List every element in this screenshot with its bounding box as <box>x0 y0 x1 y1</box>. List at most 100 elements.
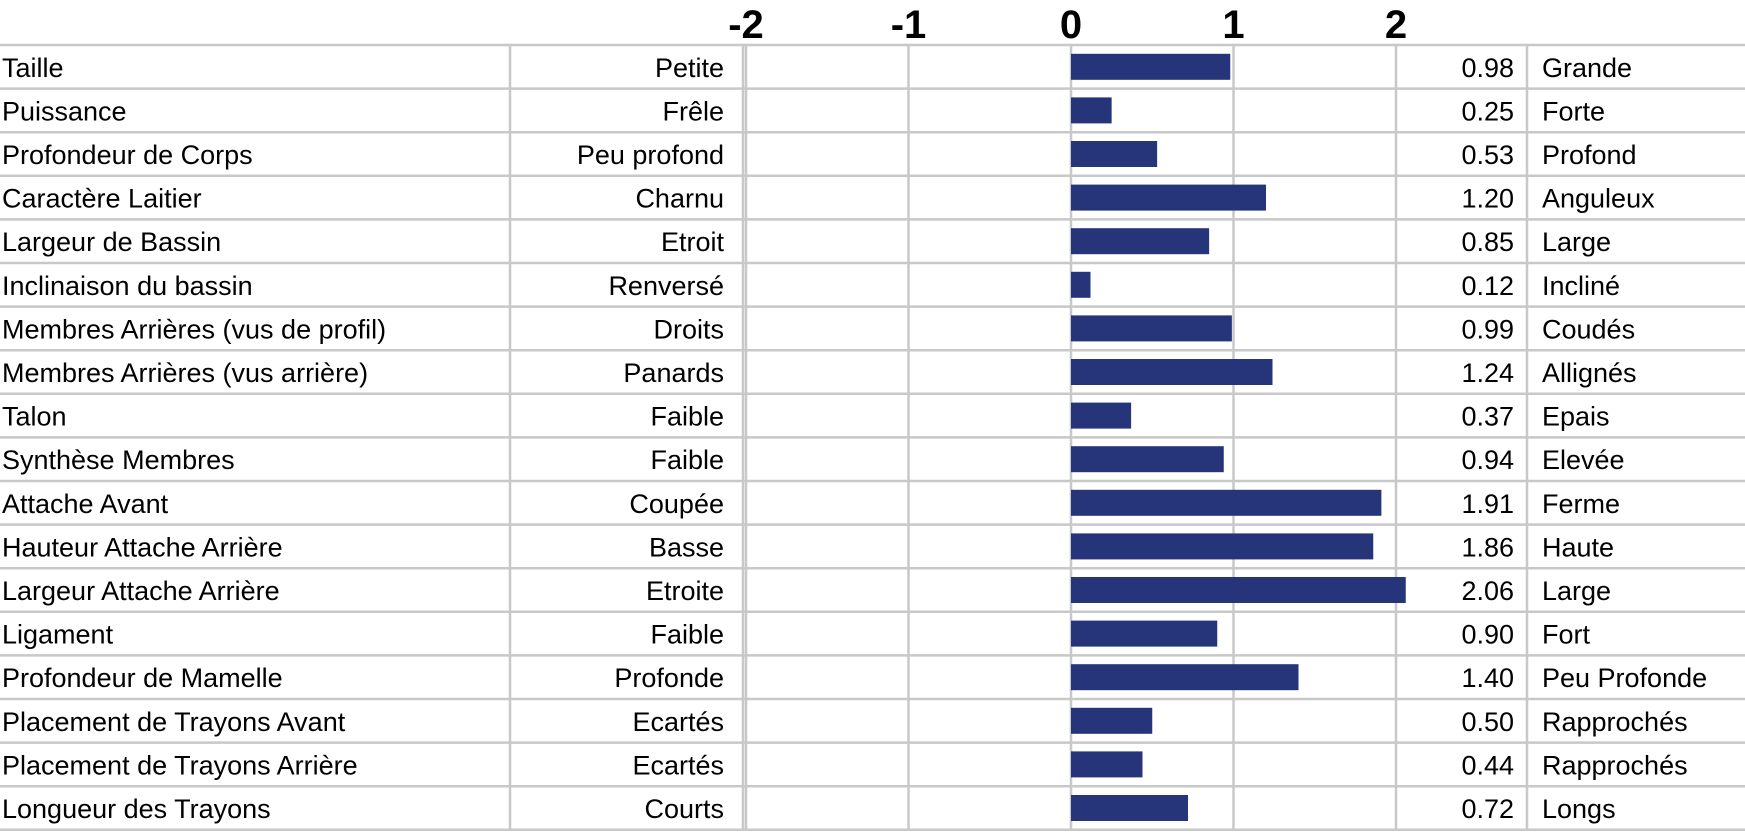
high-descriptor: Fort <box>1542 620 1591 650</box>
low-descriptor: Courts <box>644 794 724 824</box>
table-row: Puissance Frêle 0.25 Forte <box>2 96 1605 126</box>
bar <box>1071 315 1232 342</box>
trait-label: Profondeur de Corps <box>2 140 253 170</box>
bar <box>1071 533 1374 560</box>
table-row: Synthèse Membres Faible 0.94 Elevée <box>2 445 1625 475</box>
low-descriptor: Charnu <box>635 184 724 214</box>
bar <box>1071 577 1406 603</box>
value-label: 0.98 <box>1461 53 1514 83</box>
low-descriptor: Petite <box>655 53 724 83</box>
bar <box>1071 795 1188 821</box>
high-descriptor: Elevée <box>1542 445 1625 475</box>
tick-label: -1 <box>891 3 927 47</box>
bar <box>1071 620 1218 647</box>
table-row: Membres Arrières (vus de profil) Droits 0.… <box>2 314 1635 344</box>
high-descriptor: Peu Profonde <box>1542 663 1707 693</box>
high-descriptor: Profond <box>1542 140 1637 170</box>
trait-label: Largeur de Bassin <box>2 227 221 257</box>
value-label: 1.40 <box>1461 663 1514 693</box>
value-label: 0.37 <box>1461 402 1514 432</box>
bar <box>1071 53 1231 80</box>
low-descriptor: Peu profond <box>577 140 724 170</box>
low-descriptor: Basse <box>649 532 724 562</box>
trait-label: Inclinaison du bassin <box>2 271 253 301</box>
x-axis-tick-labels: -2 -1 0 1 2 <box>728 3 1407 47</box>
low-descriptor: Faible <box>650 445 724 475</box>
trait-label: Synthèse Membres <box>2 445 235 475</box>
value-label: 1.86 <box>1461 532 1514 562</box>
value-label: 0.85 <box>1461 227 1514 257</box>
table-row: Inclinaison du bassin Renversé 0.12 Incliné <box>2 271 1620 301</box>
bar <box>1071 271 1091 298</box>
low-descriptor: Droits <box>653 314 724 344</box>
table-row: Largeur Attache Arrière Etroite 2.06 Large <box>2 576 1611 606</box>
low-descriptor: Etroite <box>646 576 724 606</box>
table-row: Talon Faible 0.37 Epais <box>2 402 1610 432</box>
table-row: Largeur de Bassin Etroit 0.85 Large <box>2 227 1611 257</box>
low-descriptor: Frêle <box>662 96 724 126</box>
table-row: Placement de Trayons Arrière Ecartés 0.44 R… <box>2 750 1688 780</box>
trait-label: Attache Avant <box>2 489 169 519</box>
table-row: Attache Avant Coupée 1.91 Ferme <box>2 489 1620 519</box>
bar <box>1071 446 1224 473</box>
trait-label: Placement de Trayons Arrière <box>2 750 358 780</box>
trait-label: Profondeur de Mamelle <box>2 663 283 693</box>
high-descriptor: Coudés <box>1542 314 1635 344</box>
table-row: Ligament Faible 0.90 Fort <box>2 620 1591 650</box>
value-label: 0.72 <box>1461 794 1514 824</box>
bar <box>1071 359 1273 385</box>
trait-label: Hauteur Attache Arrière <box>2 532 283 562</box>
bar <box>1071 402 1132 429</box>
tick-label: 1 <box>1222 3 1244 47</box>
bar <box>1071 141 1158 167</box>
high-descriptor: Large <box>1542 576 1611 606</box>
high-descriptor: Epais <box>1542 402 1610 432</box>
value-label: 0.90 <box>1461 620 1514 650</box>
value-label: 0.25 <box>1461 96 1514 126</box>
high-descriptor: Incliné <box>1542 271 1620 301</box>
high-descriptor: Grande <box>1542 53 1632 83</box>
trait-label: Puissance <box>2 96 127 126</box>
high-descriptor: Anguleux <box>1542 184 1655 214</box>
low-descriptor: Ecartés <box>632 707 724 737</box>
low-descriptor: Coupée <box>629 489 724 519</box>
bar <box>1071 489 1382 516</box>
bar <box>1071 751 1143 778</box>
low-descriptor: Profonde <box>614 663 724 693</box>
table-row: Placement de Trayons Avant Ecartés 0.50 Rap… <box>2 707 1688 737</box>
tick-label: 0 <box>1060 3 1082 47</box>
high-descriptor: Ferme <box>1542 489 1620 519</box>
trait-label: Talon <box>2 402 67 432</box>
trait-label: Longueur des Trayons <box>2 794 271 824</box>
value-label: 1.24 <box>1461 358 1514 388</box>
value-label: 1.91 <box>1461 489 1514 519</box>
trait-label: Caractère Laitier <box>2 184 202 214</box>
table-row: Caractère Laitier Charnu 1.20 Anguleux <box>2 184 1655 214</box>
grid-lines <box>0 43 1745 832</box>
high-descriptor: Rapprochés <box>1542 750 1688 780</box>
trait-label: Ligament <box>2 620 114 650</box>
trait-label: Taille <box>2 53 64 83</box>
table-row: Taille Petite 0.98 Grande <box>2 53 1632 83</box>
value-label: 0.50 <box>1461 707 1514 737</box>
value-label: 0.94 <box>1461 445 1514 475</box>
bar <box>1071 228 1210 255</box>
trait-label: Largeur Attache Arrière <box>2 576 280 606</box>
trait-label: Membres Arrières (vus de profil) <box>2 314 386 344</box>
table-row: Profondeur de Mamelle Profonde 1.40 Peu Pro… <box>2 663 1707 693</box>
trait-label: Placement de Trayons Avant <box>2 707 346 737</box>
high-descriptor: Allignés <box>1542 358 1637 388</box>
low-descriptor: Panards <box>623 358 724 388</box>
high-descriptor: Rapprochés <box>1542 707 1688 737</box>
bar <box>1071 664 1299 691</box>
trait-label: Membres Arrières (vus arrière) <box>2 358 368 388</box>
low-descriptor: Ecartés <box>632 750 724 780</box>
low-descriptor: Faible <box>650 402 724 432</box>
bar <box>1071 97 1112 124</box>
bar <box>1071 707 1153 734</box>
table-row: Longueur des Trayons Courts 0.72 Longs <box>2 794 1616 824</box>
value-label: 1.20 <box>1461 184 1514 214</box>
table-row: Hauteur Attache Arrière Basse 1.86 Haute <box>2 532 1614 562</box>
